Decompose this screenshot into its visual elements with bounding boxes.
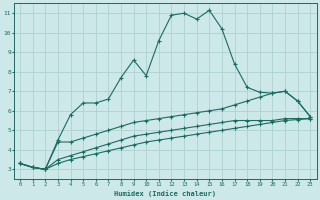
X-axis label: Humidex (Indice chaleur): Humidex (Indice chaleur) [114, 190, 216, 197]
